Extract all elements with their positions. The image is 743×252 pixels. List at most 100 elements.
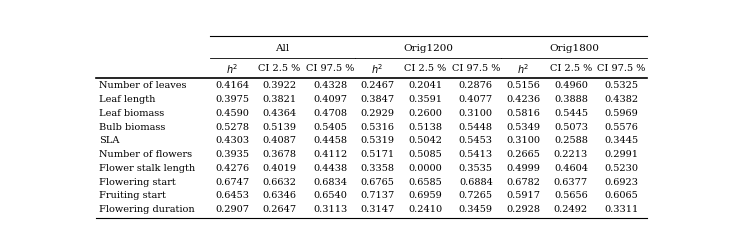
Text: 0.4236: 0.4236: [506, 95, 540, 104]
Text: 0.2492: 0.2492: [554, 205, 588, 214]
Text: 0.2041: 0.2041: [408, 81, 442, 90]
Text: 0.5139: 0.5139: [262, 123, 296, 132]
Text: 0.3358: 0.3358: [360, 164, 395, 173]
Text: 0.3888: 0.3888: [554, 95, 588, 104]
Text: $h^2$: $h^2$: [372, 62, 384, 76]
Text: 0.5917: 0.5917: [507, 192, 540, 200]
Text: 0.3678: 0.3678: [262, 150, 296, 159]
Text: 0.2929: 0.2929: [360, 109, 395, 118]
Text: 0.5656: 0.5656: [554, 192, 588, 200]
Text: Leaf length: Leaf length: [99, 95, 155, 104]
Text: 0.3445: 0.3445: [605, 136, 639, 145]
Text: 0.6346: 0.6346: [262, 192, 296, 200]
Text: 0.7265: 0.7265: [459, 192, 493, 200]
Text: 0.3821: 0.3821: [262, 95, 296, 104]
Text: 0.2213: 0.2213: [554, 150, 588, 159]
Text: SLA: SLA: [99, 136, 119, 145]
Text: 0.2410: 0.2410: [408, 205, 442, 214]
Text: 0.6377: 0.6377: [554, 178, 588, 187]
Text: 0.5230: 0.5230: [605, 164, 638, 173]
Text: 0.4590: 0.4590: [215, 109, 249, 118]
Text: CI 2.5 %: CI 2.5 %: [259, 64, 301, 73]
Text: 0.5445: 0.5445: [554, 109, 588, 118]
Text: 0.5156: 0.5156: [507, 81, 540, 90]
Text: Flowering duration: Flowering duration: [99, 205, 194, 214]
Text: CI 97.5 %: CI 97.5 %: [306, 64, 354, 73]
Text: Fruiting start: Fruiting start: [99, 192, 166, 200]
Text: 0.5171: 0.5171: [360, 150, 395, 159]
Text: 0.5816: 0.5816: [507, 109, 540, 118]
Text: 0.5969: 0.5969: [605, 109, 638, 118]
Text: 0.3535: 0.3535: [459, 164, 493, 173]
Text: 0.6585: 0.6585: [409, 178, 442, 187]
Text: Number of leaves: Number of leaves: [99, 81, 186, 90]
Text: 0.4019: 0.4019: [262, 164, 296, 173]
Text: 0.5448: 0.5448: [459, 123, 493, 132]
Text: 0.4708: 0.4708: [313, 109, 347, 118]
Text: 0.6923: 0.6923: [605, 178, 638, 187]
Text: 0.6884: 0.6884: [459, 178, 493, 187]
Text: 0.2467: 0.2467: [360, 81, 395, 90]
Text: $h^2$: $h^2$: [226, 62, 239, 76]
Text: 0.2907: 0.2907: [215, 205, 249, 214]
Text: Orig1200: Orig1200: [403, 44, 453, 53]
Text: CI 2.5 %: CI 2.5 %: [404, 64, 447, 73]
Text: 0.5316: 0.5316: [360, 123, 395, 132]
Text: 0.6959: 0.6959: [409, 192, 442, 200]
Text: 0.6632: 0.6632: [262, 178, 296, 187]
Text: Bulb biomass: Bulb biomass: [99, 123, 165, 132]
Text: Number of flowers: Number of flowers: [99, 150, 192, 159]
Text: 0.5413: 0.5413: [458, 150, 493, 159]
Text: 0.3847: 0.3847: [360, 95, 395, 104]
Text: 0.4087: 0.4087: [262, 136, 296, 145]
Text: 0.5073: 0.5073: [554, 123, 588, 132]
Text: 0.4364: 0.4364: [262, 109, 296, 118]
Text: Flower stalk length: Flower stalk length: [99, 164, 195, 173]
Text: CI 2.5 %: CI 2.5 %: [550, 64, 592, 73]
Text: 0.6065: 0.6065: [605, 192, 638, 200]
Text: 0.5405: 0.5405: [314, 123, 347, 132]
Text: 0.2665: 0.2665: [507, 150, 540, 159]
Text: 0.4097: 0.4097: [313, 95, 347, 104]
Text: 0.6765: 0.6765: [360, 178, 395, 187]
Text: 0.4382: 0.4382: [605, 95, 639, 104]
Text: 0.2991: 0.2991: [605, 150, 638, 159]
Text: 0.3459: 0.3459: [459, 205, 493, 214]
Text: 0.7137: 0.7137: [360, 192, 395, 200]
Text: CI 97.5 %: CI 97.5 %: [597, 64, 646, 73]
Text: 0.5576: 0.5576: [605, 123, 638, 132]
Text: 0.5349: 0.5349: [507, 123, 540, 132]
Text: 0.3975: 0.3975: [215, 95, 249, 104]
Text: 0.4276: 0.4276: [215, 164, 249, 173]
Text: 0.4164: 0.4164: [215, 81, 249, 90]
Text: 0.3113: 0.3113: [313, 205, 347, 214]
Text: $h^2$: $h^2$: [517, 62, 530, 76]
Text: Flowering start: Flowering start: [99, 178, 175, 187]
Text: 0.5325: 0.5325: [605, 81, 638, 90]
Text: Orig1800: Orig1800: [549, 44, 599, 53]
Text: 0.6747: 0.6747: [215, 178, 249, 187]
Text: 0.4328: 0.4328: [313, 81, 347, 90]
Text: 0.5042: 0.5042: [408, 136, 442, 145]
Text: 0.5453: 0.5453: [459, 136, 493, 145]
Text: CI 97.5 %: CI 97.5 %: [452, 64, 500, 73]
Text: 0.4438: 0.4438: [313, 164, 347, 173]
Text: 0.4604: 0.4604: [554, 164, 588, 173]
Text: 0.3922: 0.3922: [262, 81, 296, 90]
Text: 0.3100: 0.3100: [507, 136, 540, 145]
Text: 0.4960: 0.4960: [554, 81, 588, 90]
Text: 0.5278: 0.5278: [215, 123, 249, 132]
Text: 0.4458: 0.4458: [313, 136, 347, 145]
Text: 0.6540: 0.6540: [314, 192, 347, 200]
Text: 0.2876: 0.2876: [459, 81, 493, 90]
Text: 0.5085: 0.5085: [409, 150, 442, 159]
Text: 0.2928: 0.2928: [507, 205, 540, 214]
Text: All: All: [276, 44, 290, 53]
Text: 0.3100: 0.3100: [459, 109, 493, 118]
Text: 0.2647: 0.2647: [262, 205, 296, 214]
Text: 0.2600: 0.2600: [408, 109, 442, 118]
Text: 0.3935: 0.3935: [215, 150, 249, 159]
Text: 0.2588: 0.2588: [554, 136, 588, 145]
Text: 0.4112: 0.4112: [313, 150, 347, 159]
Text: 0.3591: 0.3591: [408, 95, 442, 104]
